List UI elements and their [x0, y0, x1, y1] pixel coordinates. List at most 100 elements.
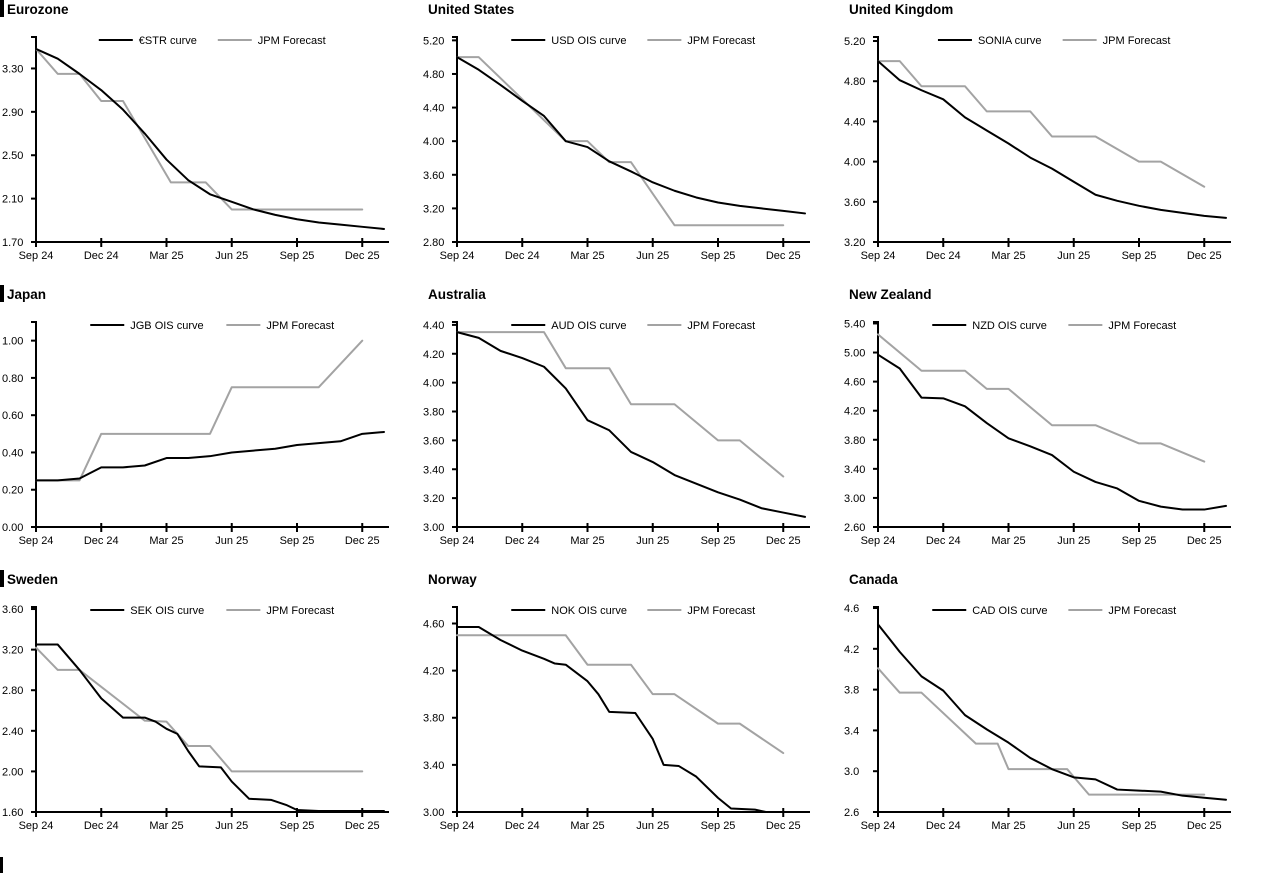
svg-text:2.60: 2.60 — [844, 522, 865, 534]
svg-text:3.20: 3.20 — [423, 203, 444, 215]
svg-text:2.40: 2.40 — [2, 726, 23, 738]
chart-title-united-states: United States — [428, 2, 515, 17]
svg-text:JPM Forecast: JPM Forecast — [687, 35, 755, 47]
chart-united-states: United States 2.80 3.20 3.60 4.00 4.40 4.80 5.… — [421, 0, 842, 285]
svg-text:JPM Forecast: JPM Forecast — [266, 605, 334, 617]
svg-text:Sep 24: Sep 24 — [440, 820, 475, 832]
svg-text:3.20: 3.20 — [2, 645, 23, 657]
svg-text:Dec 24: Dec 24 — [926, 820, 961, 832]
svg-text:4.40: 4.40 — [423, 103, 444, 115]
svg-text:4.00: 4.00 — [423, 378, 444, 390]
svg-text:Mar 25: Mar 25 — [570, 535, 604, 547]
svg-text:Jun 25: Jun 25 — [215, 250, 248, 262]
svg-text:4.80: 4.80 — [423, 69, 444, 81]
svg-text:Sep 24: Sep 24 — [440, 535, 475, 547]
japan-plot: 0.00 0.20 0.40 0.60 0.80 1.00 Sep 24 Dec 24 Mar … — [2, 320, 389, 547]
svg-text:1.70: 1.70 — [2, 237, 23, 249]
svg-text:0.00: 0.00 — [2, 522, 23, 534]
svg-text:3.80: 3.80 — [844, 435, 865, 447]
svg-text:Sep 25: Sep 25 — [280, 250, 315, 262]
svg-text:4.60: 4.60 — [844, 377, 865, 389]
svg-text:Dec 24: Dec 24 — [84, 820, 119, 832]
svg-text:Jun 25: Jun 25 — [1057, 535, 1090, 547]
svg-text:3.80: 3.80 — [423, 713, 444, 725]
svg-text:Dec 25: Dec 25 — [345, 250, 380, 262]
chart-title-sweden: Sweden — [7, 572, 59, 587]
svg-text:Jun 25: Jun 25 — [636, 250, 669, 262]
svg-text:Dec 24: Dec 24 — [926, 535, 961, 547]
svg-text:Jun 25: Jun 25 — [1057, 250, 1090, 262]
svg-text:0.20: 0.20 — [2, 485, 23, 497]
svg-text:Sep 24: Sep 24 — [861, 250, 896, 262]
svg-text:Mar 25: Mar 25 — [570, 250, 604, 262]
svg-text:4.2: 4.2 — [844, 644, 859, 656]
svg-text:Dec 25: Dec 25 — [1187, 250, 1222, 262]
svg-text:Dec 25: Dec 25 — [766, 250, 801, 262]
chart-title-norway: Norway — [428, 572, 477, 587]
svg-text:5.00: 5.00 — [844, 348, 865, 360]
svg-text:Mar 25: Mar 25 — [149, 250, 183, 262]
svg-text:Dec 25: Dec 25 — [345, 820, 380, 832]
svg-text:0.60: 0.60 — [2, 410, 23, 422]
svg-text:SONIA curve: SONIA curve — [978, 35, 1042, 47]
svg-text:3.60: 3.60 — [2, 604, 23, 616]
svg-text:4.80: 4.80 — [844, 76, 865, 88]
svg-text:Dec 25: Dec 25 — [345, 535, 380, 547]
svg-text:Jun 25: Jun 25 — [636, 535, 669, 547]
svg-text:Dec 24: Dec 24 — [926, 250, 961, 262]
chart-title-new-zealand: New Zealand — [849, 287, 932, 302]
svg-text:NOK OIS curve: NOK OIS curve — [551, 605, 627, 617]
svg-text:Sep 25: Sep 25 — [1122, 250, 1157, 262]
svg-text:Sep 24: Sep 24 — [861, 820, 896, 832]
svg-text:4.40: 4.40 — [423, 320, 444, 332]
chart-title-canada: Canada — [849, 572, 898, 587]
svg-text:Sep 25: Sep 25 — [701, 250, 736, 262]
svg-text:Jun 25: Jun 25 — [215, 820, 248, 832]
chart-title-eurozone: Eurozone — [7, 2, 69, 17]
svg-text:Dec 24: Dec 24 — [505, 250, 540, 262]
svg-text:4.6: 4.6 — [844, 603, 859, 615]
svg-text:1.60: 1.60 — [2, 807, 23, 819]
chart-japan: Japan 0.00 0.20 0.40 0.60 0.80 1.00 Sep 24 Dec … — [0, 285, 421, 570]
svg-text:Mar 25: Mar 25 — [149, 535, 183, 547]
svg-text:€STR curve: €STR curve — [139, 35, 197, 47]
svg-text:2.90: 2.90 — [2, 107, 23, 119]
united-kingdom-plot: 3.20 3.60 4.00 4.40 4.80 5.20 Sep 24 Dec 24 Mar … — [844, 35, 1231, 262]
svg-text:JPM Forecast: JPM Forecast — [1108, 605, 1176, 617]
section-marker-bar — [0, 570, 4, 587]
svg-text:Sep 24: Sep 24 — [19, 250, 54, 262]
svg-text:3.20: 3.20 — [844, 237, 865, 249]
svg-text:5.20: 5.20 — [844, 36, 865, 48]
svg-text:5.40: 5.40 — [844, 318, 865, 330]
svg-text:3.20: 3.20 — [423, 493, 444, 505]
svg-text:Dec 24: Dec 24 — [505, 820, 540, 832]
svg-text:Sep 25: Sep 25 — [701, 535, 736, 547]
svg-text:Sep 25: Sep 25 — [1122, 820, 1157, 832]
svg-text:4.20: 4.20 — [423, 666, 444, 678]
svg-text:Sep 24: Sep 24 — [861, 535, 896, 547]
svg-text:4.60: 4.60 — [423, 618, 444, 630]
svg-text:Jun 25: Jun 25 — [636, 820, 669, 832]
svg-text:NZD OIS curve: NZD OIS curve — [972, 320, 1047, 332]
canada-plot: 2.6 3.0 3.4 3.8 4.2 4.6 Sep 24 Dec 24 Mar 25 Jun … — [844, 603, 1231, 832]
chart-united-kingdom: United Kingdom 3.20 3.60 4.00 4.40 4.80 5.20 S… — [842, 0, 1264, 285]
svg-text:3.60: 3.60 — [423, 435, 444, 447]
svg-text:4.40: 4.40 — [844, 116, 865, 128]
svg-text:4.00: 4.00 — [844, 157, 865, 169]
svg-text:Dec 25: Dec 25 — [1187, 820, 1222, 832]
svg-text:4.00: 4.00 — [423, 136, 444, 148]
sweden-plot: 1.60 2.00 2.40 2.80 3.20 3.60 Sep 24 Dec 24 Mar … — [2, 604, 389, 832]
svg-text:Sep 25: Sep 25 — [280, 535, 315, 547]
svg-text:JPM Forecast: JPM Forecast — [687, 605, 755, 617]
svg-text:Dec 24: Dec 24 — [505, 535, 540, 547]
new-zealand-plot: 2.60 3.00 3.40 3.80 4.20 4.60 5.00 5.40 Sep 24 De… — [844, 318, 1231, 547]
svg-text:3.30: 3.30 — [2, 63, 23, 75]
australia-plot: 3.00 3.20 3.40 3.60 3.80 4.00 4.20 4.40 Sep 24 De… — [423, 320, 810, 547]
svg-text:3.4: 3.4 — [844, 725, 859, 737]
svg-text:USD OIS curve: USD OIS curve — [551, 35, 626, 47]
svg-text:3.40: 3.40 — [423, 760, 444, 772]
svg-text:3.40: 3.40 — [844, 464, 865, 476]
chart-new-zealand: New Zealand 2.60 3.00 3.40 3.80 4.20 4.60 5.00… — [842, 285, 1264, 570]
section-marker-bar — [0, 285, 4, 302]
svg-text:Jun 25: Jun 25 — [215, 535, 248, 547]
